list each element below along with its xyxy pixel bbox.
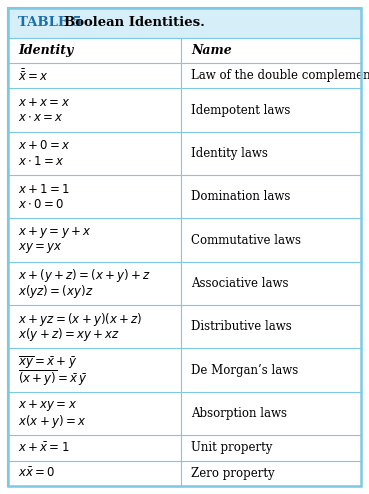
Bar [8,8,361,38]
Bar [8,392,361,435]
Text: Name: Name [191,44,232,57]
Text: $\bar{\bar{x}} = x$: $\bar{\bar{x}} = x$ [18,68,49,83]
Text: Unit property: Unit property [191,441,272,454]
Text: Zero property: Zero property [191,467,275,480]
Text: De Morgan’s laws: De Morgan’s laws [191,364,298,376]
Bar [8,460,361,486]
Text: Boolean Identities.: Boolean Identities. [64,16,205,30]
Bar [8,218,361,262]
Text: Distributive laws: Distributive laws [191,320,292,333]
Text: $\overline{xy} = \bar{x} + \bar{y}$: $\overline{xy} = \bar{x} + \bar{y}$ [18,354,77,371]
Bar [8,88,361,132]
Bar [8,63,361,88]
Text: $xy = yx$: $xy = yx$ [18,241,63,255]
Text: $\overline{(x + y)} = \bar{x}\,\bar{y}$: $\overline{(x + y)} = \bar{x}\,\bar{y}$ [18,368,88,388]
Bar [8,305,361,348]
Text: $x + xy = x$: $x + xy = x$ [18,398,77,413]
Text: $x\bar{x} = 0$: $x\bar{x} = 0$ [18,466,55,480]
Text: $x + y = y + x$: $x + y = y + x$ [18,225,92,240]
Text: TABLE 5: TABLE 5 [18,16,82,30]
Text: Commutative laws: Commutative laws [191,234,301,247]
Bar [8,435,361,460]
Text: Absorption laws: Absorption laws [191,407,287,420]
Text: $x \cdot 1 = x$: $x \cdot 1 = x$ [18,155,65,167]
Text: $x + x = x$: $x + x = x$ [18,96,70,109]
Bar [8,38,361,63]
Text: Domination laws: Domination laws [191,190,290,203]
Bar [8,262,361,305]
Text: $x + 0 = x$: $x + 0 = x$ [18,139,70,152]
Bar [8,175,361,218]
Text: $x + \bar{x} = 1$: $x + \bar{x} = 1$ [18,441,69,454]
Text: $x(y + z) = xy + xz$: $x(y + z) = xy + xz$ [18,326,120,343]
Text: $x(x + y) = x$: $x(x + y) = x$ [18,412,86,430]
Text: Associative laws: Associative laws [191,277,289,290]
Text: $x \cdot x = x$: $x \cdot x = x$ [18,111,64,124]
Text: $x + (y + z) = (x + y) + z$: $x + (y + z) = (x + y) + z$ [18,267,151,284]
Bar [8,348,361,392]
Text: Law of the double complement: Law of the double complement [191,69,369,82]
Bar [8,132,361,175]
Text: $x \cdot 0 = 0$: $x \cdot 0 = 0$ [18,198,64,211]
Text: Identity: Identity [18,44,73,57]
Text: $x + 1 = 1$: $x + 1 = 1$ [18,182,70,196]
Text: Idempotent laws: Idempotent laws [191,104,290,117]
Text: $x(yz) = (xy)z$: $x(yz) = (xy)z$ [18,283,93,300]
Text: $x + yz = (x + y)(x + z)$: $x + yz = (x + y)(x + z)$ [18,311,142,328]
Text: Identity laws: Identity laws [191,147,268,160]
